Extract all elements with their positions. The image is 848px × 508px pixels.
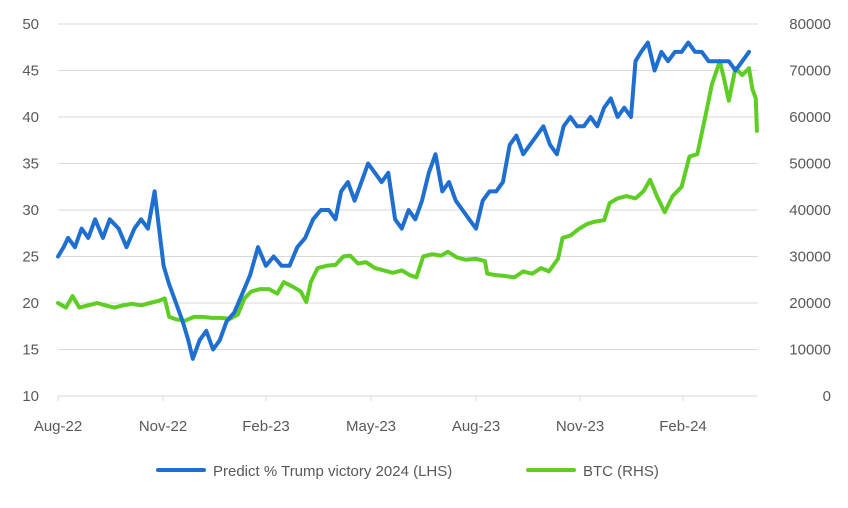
x-tick-label: Nov-23	[556, 418, 604, 435]
right-y-tick-label: 40000	[789, 202, 831, 219]
right-y-tick-label: 30000	[789, 249, 831, 266]
left-y-tick-label: 30	[22, 202, 39, 219]
left-y-tick-label: 20	[22, 295, 39, 312]
right-y-tick-label: 0	[823, 388, 831, 405]
left-y-tick-label: 10	[22, 388, 39, 405]
series-lines	[56, 40, 759, 361]
left-y-tick-label: 35	[22, 156, 39, 173]
x-tick-label: Feb-23	[242, 418, 290, 435]
x-axis-ticks: Aug-22 Nov-22 Feb-23 May-23 Aug-23 Nov-23 Feb-…	[34, 396, 707, 435]
left-y-tick-label: 45	[22, 63, 39, 80]
trump-prediction-line	[56, 40, 751, 361]
left-y-tick-label: 15	[22, 342, 39, 359]
btc-price-line	[56, 59, 759, 323]
right-y-tick-label: 80000	[789, 16, 831, 33]
right-y-tick-label: 10000	[789, 342, 831, 359]
left-axis-ticks: 10 15 20 25 30 35 40 45 50	[22, 16, 39, 405]
left-y-tick-label: 25	[22, 249, 39, 266]
x-tick-label: Aug-22	[34, 418, 82, 435]
legend-label: BTC (RHS)	[583, 463, 659, 480]
right-y-tick-label: 60000	[789, 109, 831, 126]
right-y-tick-label: 20000	[789, 295, 831, 312]
left-y-tick-label: 50	[22, 16, 39, 33]
x-tick-label: Nov-22	[139, 418, 187, 435]
legend: Predict % Trump victory 2024 (LHS) BTC (R…	[156, 463, 659, 480]
right-axis-ticks: 0 10000 20000 30000 40000 50000 60000 70000 8000…	[789, 16, 831, 405]
left-y-tick-label: 40	[22, 109, 39, 126]
right-y-tick-label: 70000	[789, 63, 831, 80]
legend-label: Predict % Trump victory 2024 (LHS)	[213, 463, 452, 480]
x-tick-label: May-23	[346, 418, 396, 435]
x-tick-label: Feb-24	[659, 418, 707, 435]
x-tick-label: Aug-23	[452, 418, 500, 435]
right-y-tick-label: 50000	[789, 156, 831, 173]
